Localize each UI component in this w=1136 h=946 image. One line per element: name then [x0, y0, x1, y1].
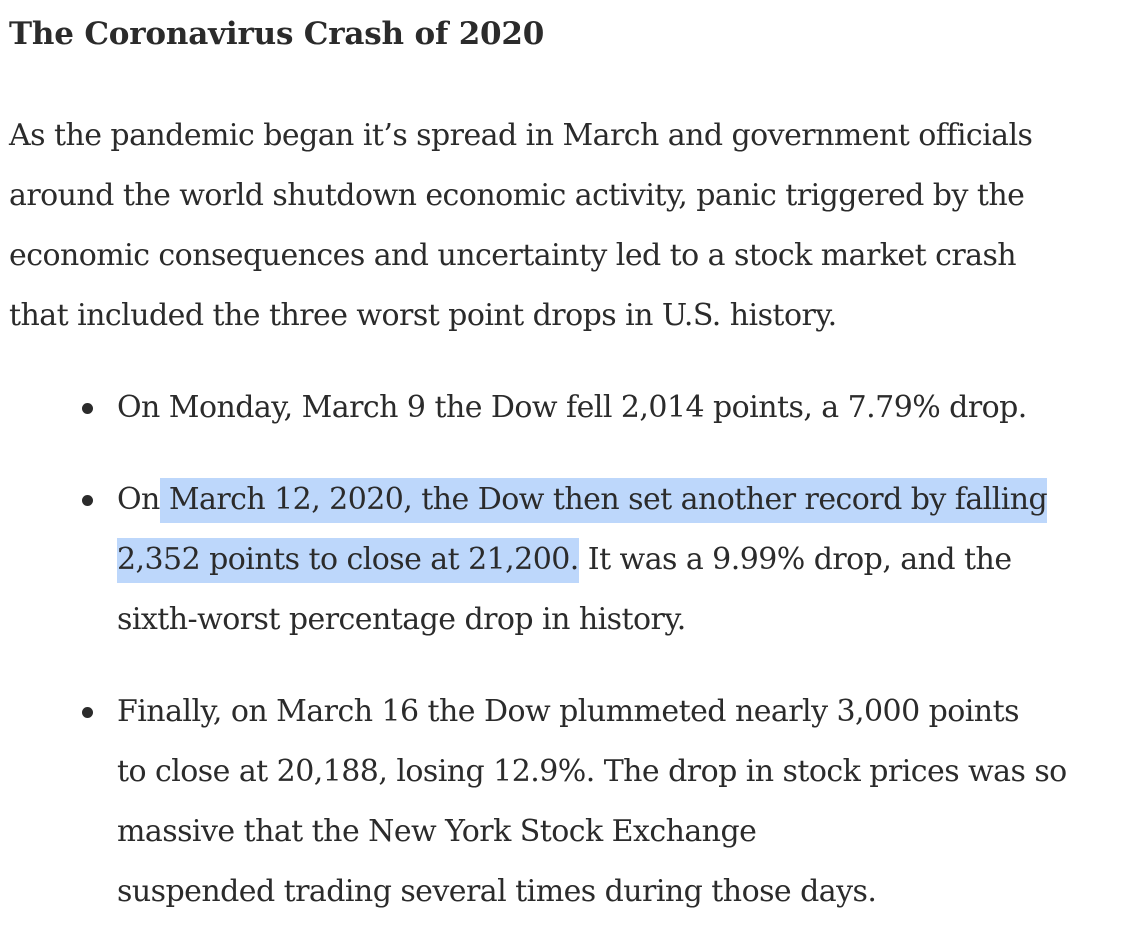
bullet-dot-icon	[82, 495, 93, 506]
selected-text[interactable]: March 12, 2020, the Dow then set another…	[159, 478, 1048, 523]
bullet-line: On Monday, March 9 the Dow fell 2,014 po…	[117, 390, 1027, 425]
selected-text[interactable]: 2,352 points to close at 21,200.	[117, 538, 579, 583]
bullet-item-march-12: On March 12, 2020, the Dow then set anot…	[9, 470, 1136, 650]
article-heading: The Coronavirus Crash of 2020	[9, 16, 545, 52]
bullet-item-march-16: Finally, on March 16 the Dow plummeted n…	[9, 682, 1136, 922]
bullet-dot-icon	[82, 707, 93, 718]
intro-line: that included the three worst point drop…	[9, 298, 837, 333]
bullet-line: sixth-worst percentage drop in history.	[117, 602, 686, 637]
intro-line: economic consequences and uncertainty le…	[9, 238, 1017, 273]
intro-line: around the world shutdown economic activ…	[9, 178, 1025, 213]
bullet-text: It was a 9.99% drop, and the	[578, 542, 1012, 577]
bullet-dot-icon	[82, 403, 93, 414]
bullet-line: to close at 20,188, losing 12.9%. The dr…	[117, 754, 1067, 789]
bullet-line: Finally, on March 16 the Dow plummeted n…	[117, 694, 1019, 729]
intro-line: As the pandemic began it’s spread in Mar…	[9, 118, 1033, 153]
bullet-line: massive that the New York Stock Exchange	[117, 814, 757, 849]
bullet-line: On March 12, 2020, the Dow then set anot…	[117, 470, 1136, 530]
bullet-text: On	[117, 482, 160, 517]
bullet-line: suspended trading several times during t…	[117, 874, 877, 909]
bullet-list: On Monday, March 9 the Dow fell 2,014 po…	[9, 378, 1136, 922]
intro-paragraph: As the pandemic began it’s spread in Mar…	[9, 106, 1134, 346]
bullet-item-march-9: On Monday, March 9 the Dow fell 2,014 po…	[9, 378, 1136, 438]
bullet-line: 2,352 points to close at 21,200. It was …	[117, 530, 1136, 590]
